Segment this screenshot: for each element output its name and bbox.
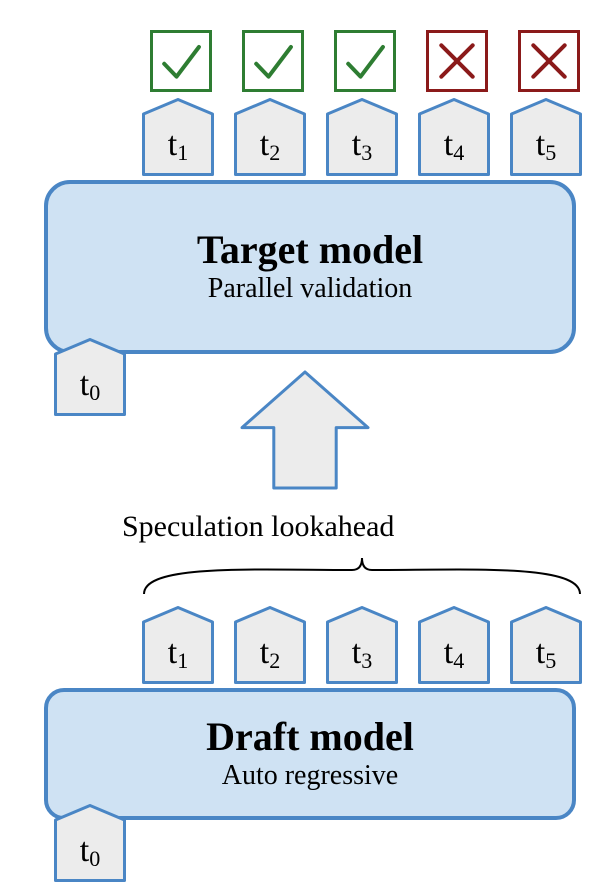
token-label: t2: [234, 622, 306, 684]
token: t4: [418, 606, 490, 684]
target-model-subtitle: Parallel validation: [208, 272, 413, 306]
token: t4: [418, 98, 490, 176]
token: t2: [234, 98, 306, 176]
token-label: t0: [54, 354, 126, 416]
token-label: t3: [326, 114, 398, 176]
token-label: t1: [142, 114, 214, 176]
token-label: t3: [326, 622, 398, 684]
check-icon: [242, 30, 304, 92]
token: t5: [510, 98, 582, 176]
speculation-label: Speculation lookahead: [122, 510, 394, 544]
token: t2: [234, 606, 306, 684]
token-label: t0: [54, 820, 126, 882]
token-label: t2: [234, 114, 306, 176]
token-label: t4: [418, 114, 490, 176]
draft-model-title: Draft model: [206, 715, 414, 759]
diagram-canvas: t1 t2 t3 t4 t5 Target model Parallel validat…: [0, 0, 609, 894]
token: t0: [54, 804, 126, 882]
token-label: t5: [510, 114, 582, 176]
token: t3: [326, 606, 398, 684]
check-icon: [334, 30, 396, 92]
cross-icon: [426, 30, 488, 92]
token: t1: [142, 98, 214, 176]
cross-icon: [518, 30, 580, 92]
draft-model-subtitle: Auto regressive: [222, 759, 399, 793]
token: t3: [326, 98, 398, 176]
token: t5: [510, 606, 582, 684]
target-model-title: Target model: [197, 228, 423, 272]
token-label: t4: [418, 622, 490, 684]
token: t1: [142, 606, 214, 684]
target-model-box: Target model Parallel validation: [44, 180, 576, 354]
check-icon: [150, 30, 212, 92]
token: t0: [54, 338, 126, 416]
speculation-brace: [142, 556, 582, 596]
token-label: t5: [510, 622, 582, 684]
up-arrow: [240, 370, 370, 490]
draft-model-box: Draft model Auto regressive: [44, 688, 576, 820]
token-label: t1: [142, 622, 214, 684]
